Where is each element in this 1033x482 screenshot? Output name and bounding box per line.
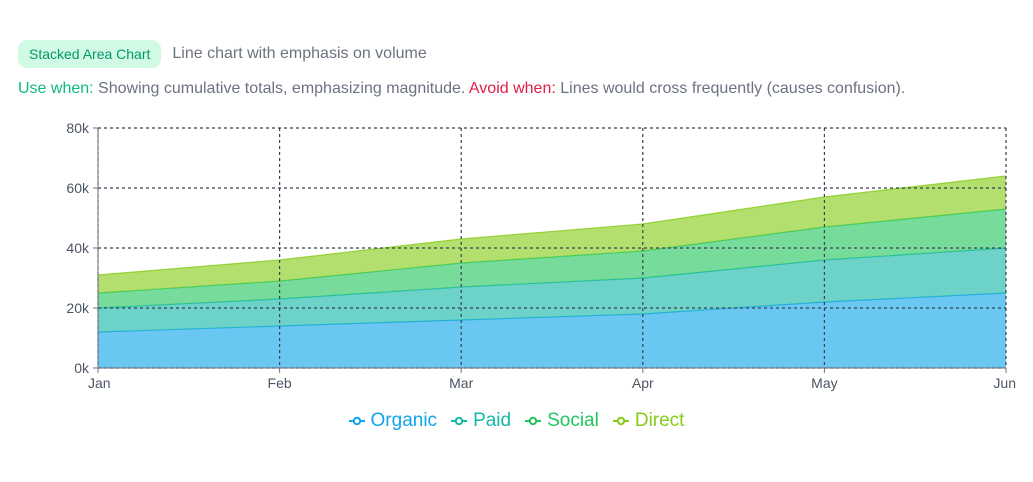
legend-item-social[interactable]: Social xyxy=(525,410,599,432)
area-organic xyxy=(98,293,1006,368)
y-tick-label: 40k xyxy=(66,240,90,256)
area-paid xyxy=(98,248,1006,332)
legend-item-direct[interactable]: Direct xyxy=(612,410,685,432)
y-tick-label: 0k xyxy=(74,360,90,376)
avoid-when-label: Avoid when: xyxy=(468,80,556,97)
chart-type-badge: Stacked Area Chart xyxy=(18,40,162,68)
chart-header: Stacked Area Chart Line chart with empha… xyxy=(18,40,427,68)
legend-item-paid[interactable]: Paid xyxy=(451,410,511,432)
x-tick-label: May xyxy=(811,375,837,391)
legend-label: Paid xyxy=(473,410,512,431)
area-direct xyxy=(98,176,1006,293)
stacked-area-chart: 0k 20k 40k 60k 80k Jan Feb Mar Apr May Jun xyxy=(66,120,1016,391)
line-direct xyxy=(97,175,1007,276)
legend-label: Organic xyxy=(370,410,438,431)
chart-legend: Organic Paid Social Direct xyxy=(0,410,1033,432)
chart-subtitle: Line chart with emphasis on volume xyxy=(172,45,427,62)
legend-label: Direct xyxy=(634,410,685,431)
x-tick-label: Mar xyxy=(449,375,473,391)
legend-label: Social xyxy=(547,410,599,431)
use-when-text: Showing cumulative totals, emphasizing m… xyxy=(93,80,469,97)
legend-line-marker-icon xyxy=(612,416,629,426)
x-tick-label: Feb xyxy=(268,375,292,391)
legend-line-marker-icon xyxy=(525,416,542,426)
legend-item-organic[interactable]: Organic xyxy=(348,410,438,432)
area-social xyxy=(98,209,1006,308)
x-tick-label: Jun xyxy=(993,375,1016,391)
x-tick-label: Jan xyxy=(88,375,111,391)
avoid-when-text: Lines would cross frequently (causes con… xyxy=(555,80,906,97)
x-tick-label: Apr xyxy=(632,375,654,391)
usage-guidance: Use when: Showing cumulative totals, emp… xyxy=(18,80,905,98)
use-when-label: Use when: xyxy=(18,80,94,97)
legend-line-marker-icon xyxy=(348,416,365,426)
y-tick-label: 80k xyxy=(66,120,90,136)
y-tick-label: 60k xyxy=(66,180,90,196)
legend-line-marker-icon xyxy=(451,416,468,426)
y-tick-label: 20k xyxy=(66,300,90,316)
